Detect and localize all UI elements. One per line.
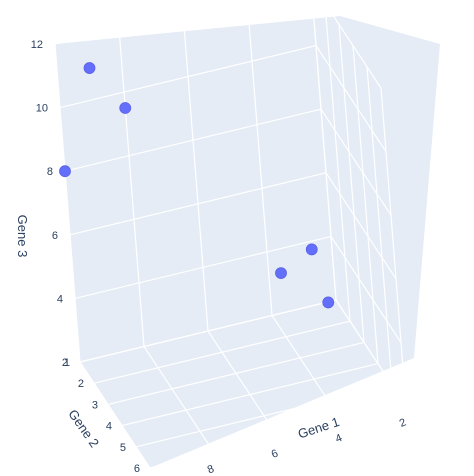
y-tick-label: 3 <box>92 399 98 411</box>
y-tick-label: 5 <box>120 442 126 454</box>
gridline-y-2 <box>324 3 351 322</box>
data-point[interactable] <box>83 62 96 74</box>
gridline-y-4 <box>352 45 379 364</box>
gridline-y-4-floor <box>121 363 379 427</box>
gridline-z-6-side <box>325 172 397 280</box>
grid-lines <box>54 0 407 469</box>
y-tick-label: 1 <box>64 357 70 369</box>
x-tick-label: 4 <box>334 432 344 445</box>
gridline-x-10-floor <box>79 361 151 469</box>
gridline-y-3 <box>338 24 365 343</box>
gridline-x-4 <box>246 0 273 316</box>
gridline-x-6 <box>182 12 209 332</box>
tick-labels: 24681012123456246810 <box>31 39 408 476</box>
data-points[interactable] <box>59 62 335 309</box>
gridline-y-1 <box>311 0 337 301</box>
gridline-x-8 <box>118 28 145 347</box>
z-axis-title: Gene 3 <box>15 215 30 258</box>
y-tick-label: 4 <box>106 421 112 433</box>
data-point[interactable] <box>275 267 287 280</box>
gridline-x-2-floor <box>335 299 407 407</box>
z-tick-label: 4 <box>57 293 63 305</box>
gridline-z-4-side <box>330 236 402 343</box>
data-point[interactable] <box>119 102 132 114</box>
x-tick-label: 6 <box>270 448 280 461</box>
back-wall-right <box>336 16 440 358</box>
z-tick-label: 10 <box>36 103 48 115</box>
z-tick-label: 8 <box>47 166 53 178</box>
gridline-z-10-side <box>315 45 387 152</box>
gridline-z-12-side <box>322 0 382 89</box>
gridline-y-1-floor <box>79 299 337 363</box>
gridline-x-4-floor <box>271 315 343 422</box>
data-point[interactable] <box>305 243 318 256</box>
gridline-z-8-side <box>320 108 392 216</box>
x-tick-label: 8 <box>206 463 216 476</box>
x-tick-label: 2 <box>398 417 408 430</box>
gridline-y-2-floor <box>93 320 351 384</box>
gridline-y-6 <box>380 87 407 407</box>
gridline-y-5 <box>366 66 393 385</box>
gridline-x-8-floor <box>143 346 215 453</box>
gridline-y-5-floor <box>135 384 393 448</box>
gridline-y-3-floor <box>107 341 365 405</box>
y-axis-title: Gene 2 <box>65 407 102 451</box>
gridline-y-6-floor <box>149 405 407 469</box>
data-point[interactable] <box>59 165 71 178</box>
gridline-x-6-floor <box>207 330 279 438</box>
y-tick-label: 2 <box>78 378 84 390</box>
z-tick-label: 2 <box>62 357 68 369</box>
z-tick-label: 6 <box>52 230 58 242</box>
y-tick-label: 6 <box>134 463 140 475</box>
z-tick-label: 12 <box>31 39 43 51</box>
data-point[interactable] <box>322 296 335 309</box>
gridline-x-10 <box>54 43 81 363</box>
